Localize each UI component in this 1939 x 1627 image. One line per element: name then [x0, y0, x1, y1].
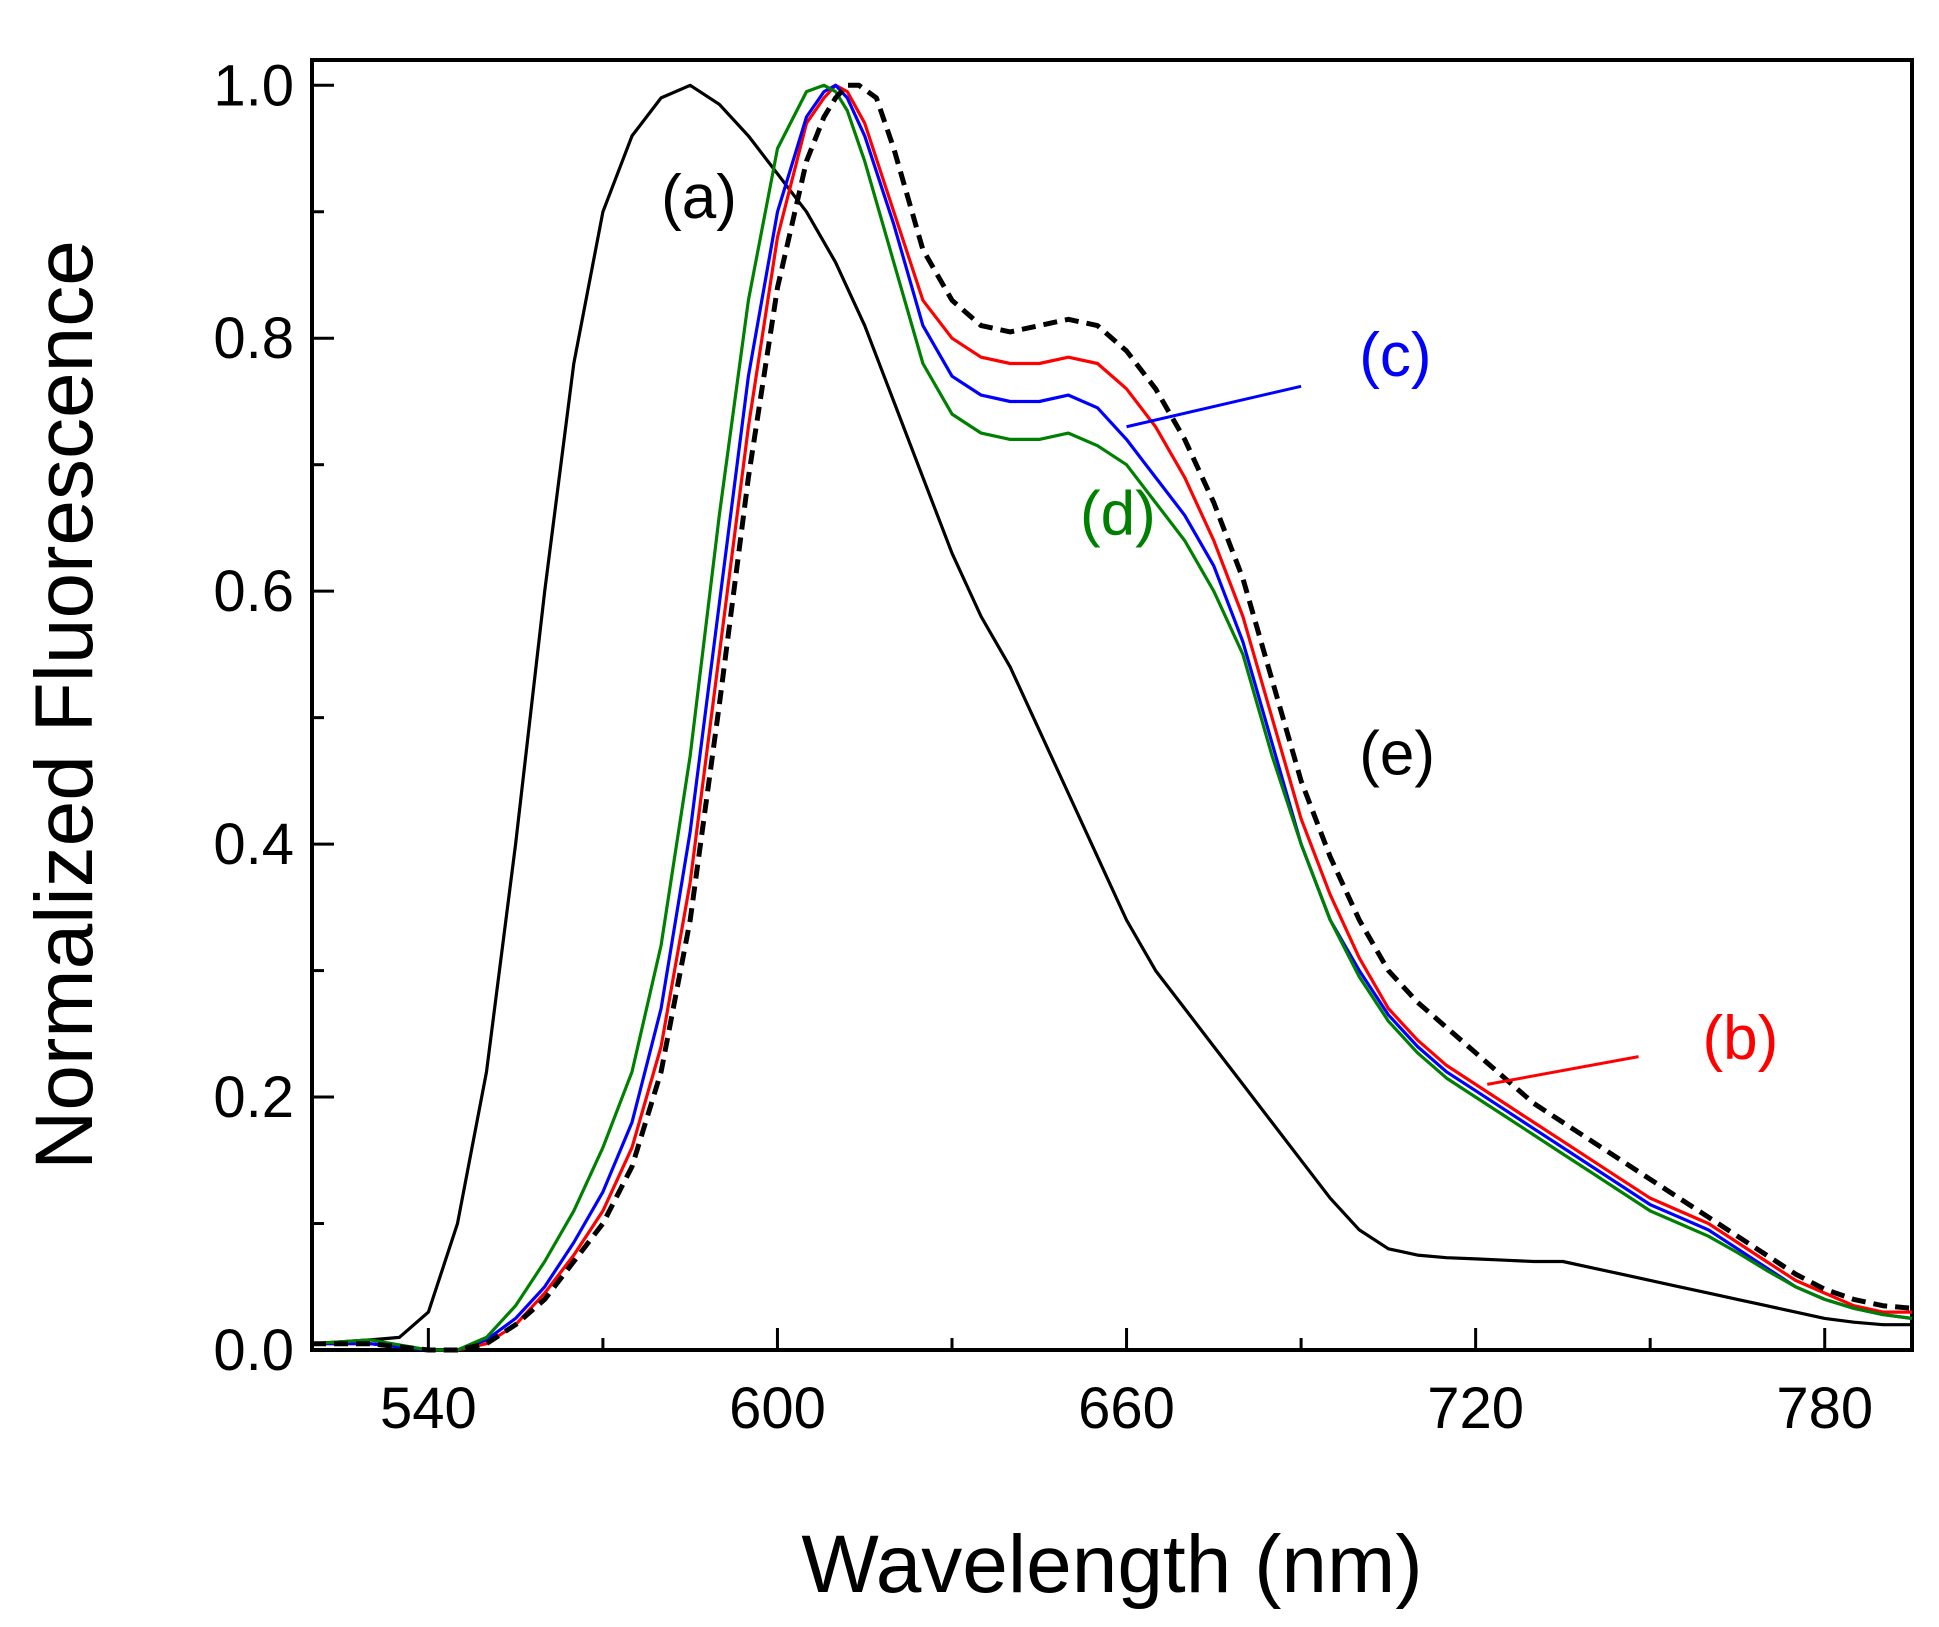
y-tick-label-0: 0.0: [213, 1318, 294, 1383]
annotation-leaders: [1126, 384, 1639, 1086]
x-tick-label-660: 660: [1078, 1376, 1175, 1441]
leader-line-1: [1487, 1055, 1639, 1086]
y-axis-title: Normalized Fluorescence: [19, 240, 110, 1170]
series-line-d: [311, 83, 1913, 1352]
y-tick-label-0.2: 0.2: [213, 1065, 294, 1130]
series-line-e: [312, 82, 1913, 1353]
annotation-d: (d): [1080, 479, 1156, 548]
data-series: [311, 82, 1913, 1353]
x-tick-label-720: 720: [1427, 1376, 1524, 1441]
axis-tick-labels: 540 600 660 720 780 0.0 0.2 0.4 0.6 0.8 1.0: [213, 53, 1873, 1441]
y-tick-label-0.4: 0.4: [213, 812, 294, 877]
y-tick-label-0.8: 0.8: [213, 306, 294, 371]
annotation-b: (b): [1703, 1004, 1779, 1073]
annotation-e: (e): [1359, 720, 1435, 789]
series-line-c: [312, 83, 1913, 1352]
x-tick-label-600: 600: [729, 1376, 826, 1441]
series-line-a: [311, 83, 1912, 1346]
x-tick-label-780: 780: [1776, 1376, 1873, 1441]
plot-frame: [310, 58, 1914, 1352]
x-tick-label-540: 540: [380, 1376, 477, 1441]
series-annotations: (a) (b) (c) (d) (e): [661, 163, 1778, 1073]
y-tick-label-0.6: 0.6: [213, 559, 294, 624]
y-tick-label-1: 1.0: [213, 53, 294, 118]
x-axis-title: Wavelength (nm): [801, 1519, 1422, 1610]
annotation-a: (a): [661, 163, 737, 232]
series-line-b: [312, 83, 1912, 1352]
leader-line-0: [1126, 384, 1302, 429]
annotation-c: (c): [1359, 321, 1431, 390]
axis-ticks: [312, 83, 1827, 1352]
